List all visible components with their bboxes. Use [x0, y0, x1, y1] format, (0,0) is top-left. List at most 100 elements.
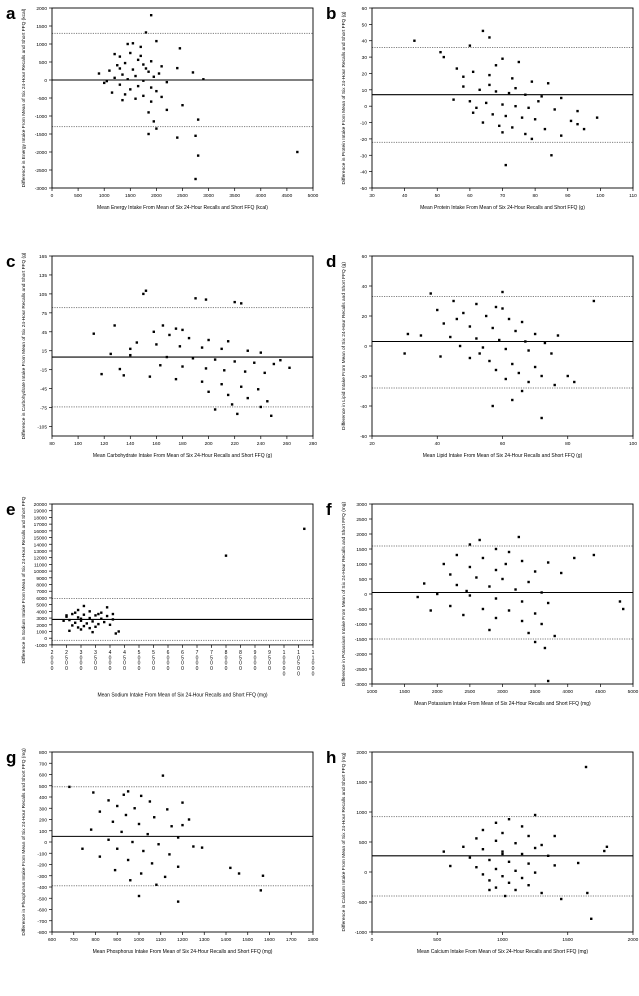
chart-b-point — [484, 101, 488, 105]
chart-a-point — [97, 72, 101, 75]
chart-a-point — [123, 93, 127, 96]
chart-c-y-axis-label: Difference in Carbohydrate Intake From M… — [21, 252, 27, 439]
chart-c-point — [135, 341, 139, 344]
chart-b-point — [462, 75, 465, 78]
chart-e-x-tick-label-char: 0 — [123, 661, 126, 667]
chart-a-point — [152, 75, 155, 78]
chart-b-point — [533, 118, 537, 121]
chart-a-point — [149, 60, 153, 63]
chart-b-point — [501, 57, 504, 60]
chart-g-point — [259, 889, 262, 892]
chart-e-x-tick-label-char: 0 — [109, 661, 112, 667]
chart-e-point — [71, 624, 74, 627]
chart-e-x-tick-label-char: 0 — [268, 666, 271, 672]
chart-e: 2000019000180001700016000150001400013000… — [21, 485, 315, 698]
chart-e-x-tick-label-char: 0 — [123, 666, 126, 672]
chart-e-point — [82, 604, 86, 608]
chart-a-point — [196, 118, 200, 121]
chart-b-point — [471, 70, 475, 74]
chart-g-x-tick-label: 1100 — [156, 937, 167, 943]
chart-a-point — [110, 91, 114, 94]
panel-label-g: g — [6, 748, 17, 767]
chart-d-y-tick-label: -60 — [360, 434, 367, 440]
chart-e-x-tick-label-char: 2 — [65, 650, 68, 656]
chart-b-y-tick-label: -50 — [360, 186, 367, 192]
chart-b-point — [527, 106, 530, 110]
chart-d-point — [455, 317, 459, 321]
chart-a-point — [142, 94, 145, 98]
chart-e-point — [94, 614, 97, 617]
chart-c-point — [233, 360, 236, 363]
panel-f: f 3000 2500 2000 1500 1000 500 0 -500 -1000 -1500… — [320, 496, 639, 744]
chart-e-x-tick-label-char: 0 — [268, 661, 271, 667]
chart-e-point — [94, 625, 97, 628]
chart-a-x-tick-label: 1500 — [125, 193, 136, 199]
panel-a: a 2000 1500 1000 500 0 -500 -1000 -1500 -2000 -25… — [0, 0, 319, 248]
chart-a-point — [155, 127, 158, 130]
chart-f-point — [494, 547, 498, 551]
chart-b-point — [471, 111, 475, 114]
chart-f-y-tick-label: -1000 — [355, 622, 368, 628]
chart-e-point — [108, 623, 112, 626]
chart-h-point — [533, 813, 537, 817]
chart-d-point — [540, 374, 543, 378]
chart-a-point — [139, 54, 142, 58]
chart-e-y-tick-label: 7000 — [36, 589, 47, 595]
chart-e-x-tick-label-char: 0 — [297, 672, 300, 678]
chart-b-y-tick-label: 50 — [362, 22, 368, 28]
chart-g-point — [139, 794, 143, 798]
chart-g-point — [163, 875, 167, 879]
chart-d-y-tick-label: 40 — [362, 284, 368, 290]
chart-c-point — [240, 385, 243, 388]
chart-f-y-tick-label: 2500 — [356, 517, 367, 523]
chart-h-point — [475, 837, 478, 840]
chart-c-point — [129, 353, 132, 357]
chart-a-y-tick-label: -2500 — [35, 168, 48, 174]
chart-f-point — [517, 535, 521, 539]
chart-f-x-tick-label: 4500 — [595, 689, 606, 695]
chart-b-point — [481, 121, 485, 124]
chart-d-y-tick-label: 60 — [362, 254, 368, 260]
chart-b-point — [462, 85, 465, 88]
chart-h-point — [507, 860, 511, 863]
chart-b-point — [540, 95, 543, 98]
chart-f-point — [546, 561, 550, 564]
chart-e-x-tick-label-char: 5 — [152, 655, 155, 661]
chart-d-point — [533, 365, 537, 369]
chart-e-point — [88, 610, 91, 613]
chart-e-x-tick-label-char: 5 — [94, 655, 97, 661]
chart-e-y-tick-label: 20000 — [34, 502, 48, 508]
chart-h-y-tick-label: -500 — [357, 900, 367, 906]
chart-b-point — [501, 103, 504, 106]
chart-b-point — [488, 83, 491, 87]
chart-e-point — [68, 618, 71, 622]
chart-h-point — [560, 897, 563, 901]
chart-c-point — [243, 370, 247, 373]
chart-d-point — [491, 404, 494, 408]
chart-g-y-tick-label: -200 — [37, 863, 47, 869]
chart-g-point — [181, 823, 184, 827]
chart-c-point — [181, 365, 184, 368]
panel-label-h: h — [326, 748, 337, 767]
chart-e-x-tick-label-char: 8 — [225, 650, 228, 656]
chart-a-y-tick-label: 0 — [44, 78, 47, 84]
chart-c-point — [142, 292, 145, 296]
chart-h-point — [488, 888, 491, 892]
chart-d-y-tick-label: 20 — [362, 314, 368, 320]
chart-c-x-tick-label: 140 — [126, 441, 134, 447]
chart-d-point — [494, 305, 498, 309]
chart-c-x-tick-label: 100 — [74, 441, 82, 447]
chart-h-point — [514, 869, 517, 872]
chart-b-point — [468, 44, 472, 47]
chart-a-point — [149, 100, 153, 103]
chart-b-point — [524, 132, 527, 136]
chart-e-x-tick-label-char: 0 — [297, 655, 300, 661]
chart-a-x-tick-label: 0 — [51, 193, 54, 199]
chart-b-x-tick-label: 60 — [467, 193, 473, 199]
chart-b-y-tick-label: 60 — [362, 6, 368, 12]
chart-c-x-tick-label: 240 — [257, 441, 265, 447]
chart-e-y-tick-label: 1000 — [36, 629, 47, 635]
chart-e-y-tick-label: 10000 — [34, 569, 48, 575]
chart-f-point — [478, 538, 481, 542]
